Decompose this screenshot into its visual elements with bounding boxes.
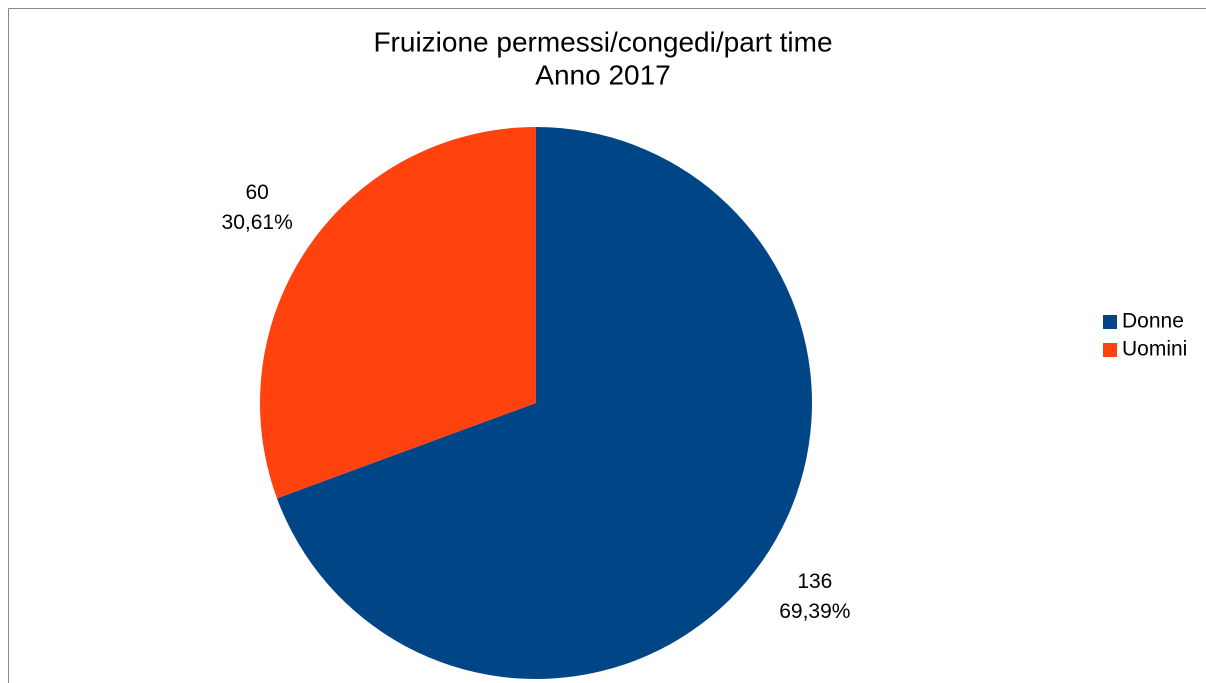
chart-title: Fruizione permessi/congedi/part time [373, 26, 832, 57]
chart-title: Anno 2017 [535, 59, 670, 90]
legend-swatch [1103, 343, 1117, 357]
legend-label: Donne [1122, 310, 1184, 333]
pie-slice [276, 127, 812, 679]
data-label: 60 [245, 181, 268, 204]
percentage-label: 69,39% [779, 600, 850, 623]
legend-swatch [1103, 315, 1117, 329]
pie-slice [260, 127, 536, 499]
percentage-label: 30,61% [222, 211, 293, 234]
data-label: 136 [797, 570, 832, 593]
legend-label: Uomini [1122, 338, 1187, 361]
